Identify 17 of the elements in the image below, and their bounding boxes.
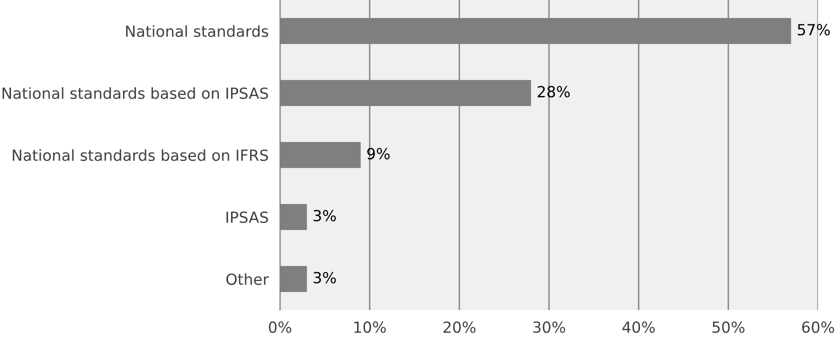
data-label: 3% xyxy=(314,210,336,222)
y-tick-label: IPSAS xyxy=(226,211,268,224)
x-tick-label: 40% xyxy=(622,321,655,333)
data-label: 9% xyxy=(367,148,390,160)
data-label: 3% xyxy=(314,272,336,284)
data-label: 28% xyxy=(538,86,570,98)
x-tick-label: 50% xyxy=(712,321,744,333)
y-tick-label: National standards based on IPSAS xyxy=(2,87,268,100)
x-tick-label: 60% xyxy=(802,321,834,333)
x-tick-label: 10% xyxy=(354,321,386,333)
y-tick-label: National standards xyxy=(126,25,268,38)
x-tick-label: 0% xyxy=(268,321,292,333)
x-tick-label: 30% xyxy=(533,321,566,333)
data-label: 57% xyxy=(798,24,830,36)
y-tick-label: Other xyxy=(226,273,269,286)
y-tick-label: National standards based on IFRS xyxy=(12,149,268,162)
x-tick-label: 20% xyxy=(443,321,476,333)
